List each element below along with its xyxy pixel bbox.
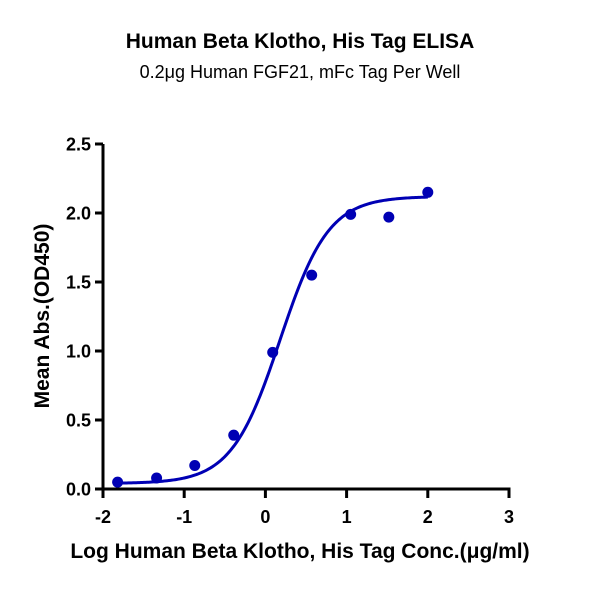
data-point	[345, 208, 357, 220]
x-tick-label: -2	[95, 507, 111, 527]
data-point	[267, 346, 279, 358]
x-tick-label: 1	[342, 507, 352, 527]
y-tick-label: 0.5	[66, 411, 91, 431]
y-tick-label: 1.5	[66, 273, 91, 293]
fit-curve	[117, 195, 428, 485]
chart-title: Human Beta Klotho, His Tag ELISA	[125, 30, 475, 53]
y-tick-label: 2.5	[66, 135, 91, 155]
x-tick-label: 2	[423, 507, 433, 527]
y-tick-label: 1.0	[66, 342, 91, 362]
y-tick-label: 2.0	[66, 204, 91, 224]
x-tick-label: 3	[504, 507, 514, 527]
x-tick-label: -1	[176, 507, 192, 527]
x-axis-label: Log Human Beta Klotho, His Tag Conc.(μg/…	[70, 540, 530, 563]
chart-subtitle: 0.2μg Human FGF21, mFc Tag Per Well	[139, 62, 461, 82]
data-point	[112, 476, 124, 488]
axes: 0.0 0.5 1.0 1.5 2.0 2.5 -2 -1 0 1 2 3	[66, 135, 514, 528]
y-tick-label: 0.0	[66, 480, 91, 500]
data-point	[189, 460, 201, 472]
data-point	[151, 472, 163, 484]
data-point	[306, 269, 318, 281]
data-points	[112, 186, 434, 488]
x-tick-label: 0	[260, 507, 270, 527]
data-point	[383, 211, 395, 223]
data-point	[422, 186, 434, 198]
data-point	[228, 429, 240, 441]
